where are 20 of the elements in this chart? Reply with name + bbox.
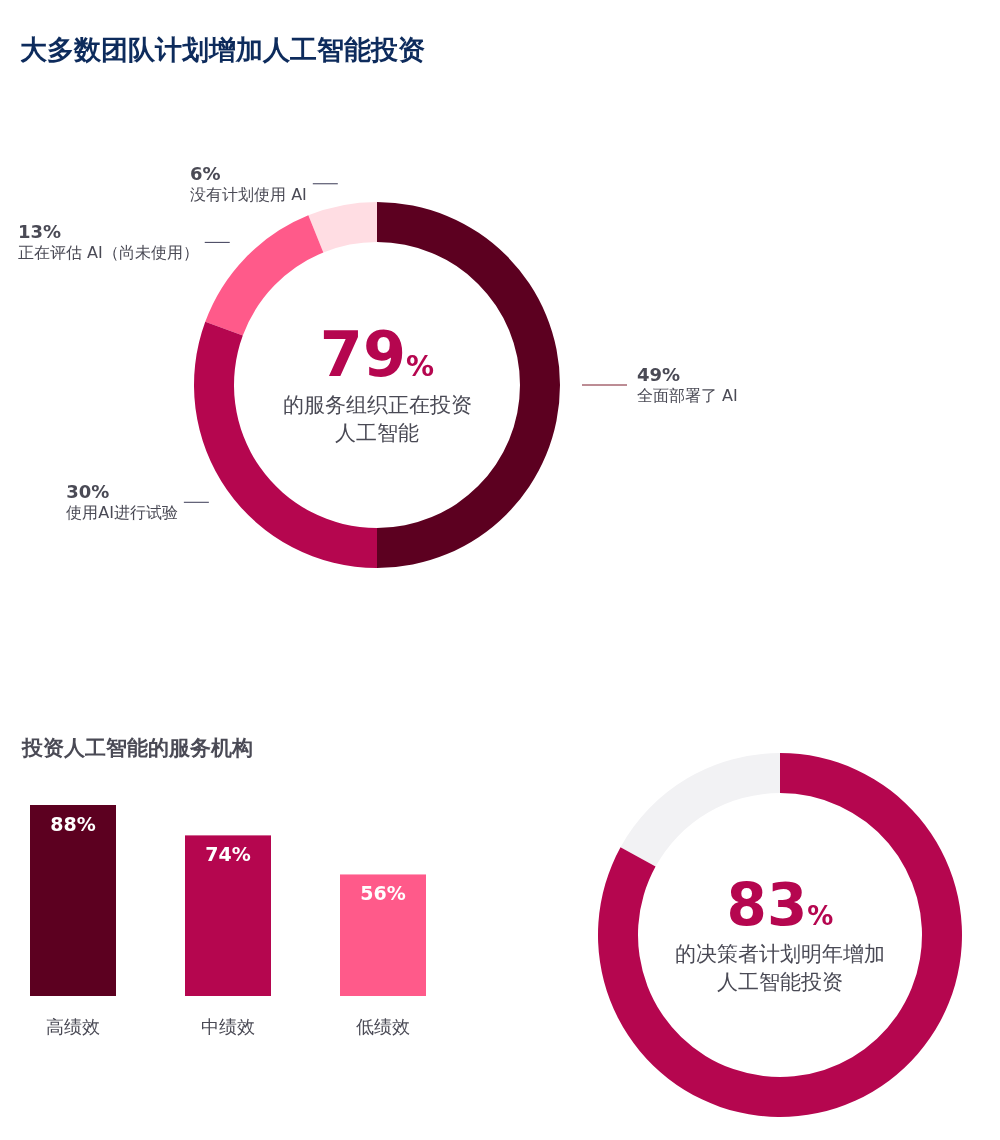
slice-label: 全面部署了 AI bbox=[637, 385, 738, 406]
text: 79% bbox=[319, 318, 435, 392]
data-label: 6% bbox=[190, 162, 222, 184]
data-label: 49% bbox=[637, 364, 682, 385]
data-label: 88% bbox=[50, 813, 96, 835]
chart-title: 大多数团队计划增加人工智能投资 bbox=[20, 33, 425, 67]
slice-label: 没有计划使用 AI bbox=[190, 183, 307, 205]
chart-title: 投资人工智能的服务机构 bbox=[22, 735, 253, 762]
x-tick-label: 高绩效 bbox=[46, 1016, 100, 1037]
slice-label: 使用AI进行试验 bbox=[66, 502, 178, 524]
data-label: 13% bbox=[17, 221, 63, 243]
data-label: 56% bbox=[360, 882, 406, 905]
data-label: 30% bbox=[66, 481, 111, 503]
text: 的服务组织正在投资人工智能 bbox=[281, 392, 473, 448]
text: 的决策者计划明年增加人工智能投资 bbox=[674, 940, 886, 996]
x-tick-label: 低绩效 bbox=[356, 1016, 410, 1037]
text: 83% bbox=[726, 870, 834, 939]
x-tick-label: 中绩效 bbox=[201, 1016, 255, 1037]
data-label: 74% bbox=[205, 843, 251, 866]
slice-label: 正在评估 AI（尚未使用） bbox=[17, 242, 199, 264]
